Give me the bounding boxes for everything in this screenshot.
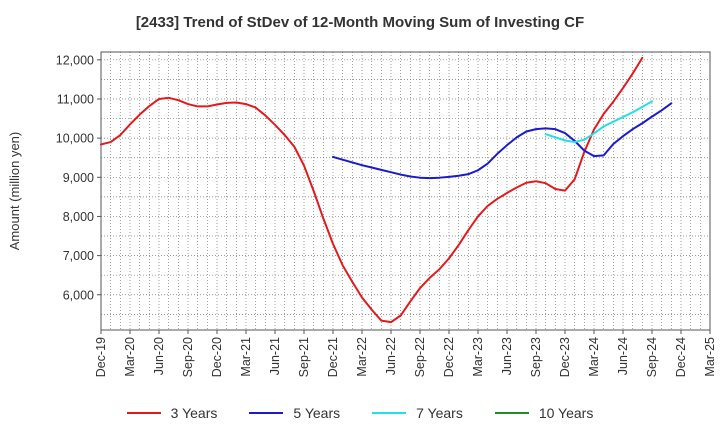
legend-item-3-years: 3 Years (126, 405, 218, 421)
legend-swatch (494, 412, 529, 414)
y-tick-label: 6,000 (63, 288, 94, 302)
legend-label: 10 Years (538, 405, 594, 421)
y-tick-label: 9,000 (63, 171, 94, 185)
legend: 3 Years 5 Years 7 Years 10 Years (0, 405, 720, 421)
legend-swatch (372, 412, 407, 414)
plot-border (100, 51, 711, 331)
x-tick-label: Mar-21 (239, 337, 253, 377)
x-tick-label: Mar-24 (587, 337, 601, 377)
legend-label: 7 Years (416, 405, 463, 421)
y-tick-label: 7,000 (63, 249, 94, 263)
series-line-3-years (100, 56, 644, 324)
x-tick-label: Mar-20 (123, 337, 137, 377)
plot-area (101, 52, 710, 330)
series-line-7-years (544, 100, 653, 144)
x-tick-label: Mar-22 (355, 337, 369, 377)
legend-label: 5 Years (293, 405, 341, 421)
legend-item-7-years: 7 Years (372, 405, 463, 421)
legend-item-5-years: 5 Years (249, 405, 340, 421)
x-tick-label: Dec-24 (674, 337, 688, 377)
x-tick-label: Sep-23 (529, 337, 543, 377)
x-tick-label: Mar-25 (703, 337, 717, 377)
x-tick-label: Jun-22 (384, 337, 398, 375)
x-tick-label: Jun-23 (500, 337, 514, 375)
x-tick-label: Jun-20 (152, 337, 166, 375)
y-tick-label: 12,000 (56, 53, 94, 67)
x-tick-label: Jun-21 (268, 337, 282, 375)
y-tick-label: 11,000 (57, 92, 94, 106)
x-tick-label: Dec-23 (558, 337, 572, 377)
x-tick-label: Sep-24 (645, 337, 659, 377)
line-chart: 6,000 7,000 8,000 9,000 10,000 11,000 12,000 Am… (7, 51, 717, 377)
legend-item-10-years: 10 Years (494, 405, 594, 421)
series-line-5-years (332, 102, 673, 180)
x-tick-label: Jun-24 (616, 337, 630, 375)
x-tick-label: Sep-22 (413, 337, 427, 377)
x-tick-label: Dec-22 (442, 337, 456, 377)
legend-swatch (249, 412, 284, 414)
x-tick-label: Sep-21 (297, 337, 311, 377)
y-axis-title: Amount (million yen) (7, 132, 22, 251)
x-tick-label: Mar-23 (471, 337, 485, 377)
x-tick-label: Dec-21 (326, 337, 340, 377)
legend-swatch (126, 412, 161, 414)
legend-label: 3 Years (170, 405, 218, 421)
y-tick-label: 8,000 (63, 210, 94, 224)
x-tick-label: Dec-19 (94, 337, 108, 377)
y-tick-label: 10,000 (56, 132, 94, 146)
x-tick-label: Sep-20 (181, 337, 195, 377)
x-tick-label: Dec-20 (210, 337, 224, 377)
chart-title: [2433] Trend of StDev of 12-Month Moving… (135, 14, 585, 31)
